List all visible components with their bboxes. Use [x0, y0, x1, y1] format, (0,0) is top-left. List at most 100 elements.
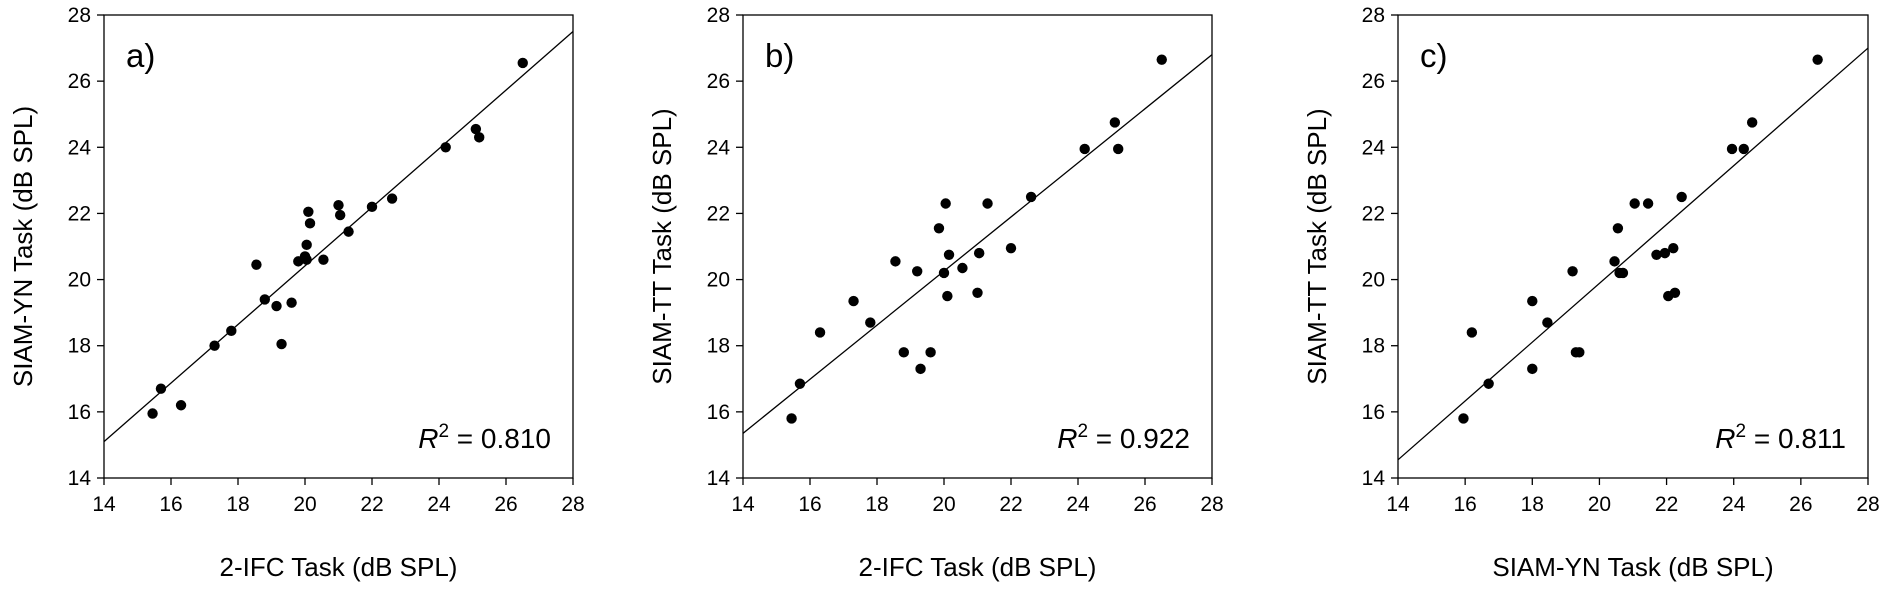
- plot-frame: [1397, 14, 1869, 479]
- x-tick-label: 14: [1386, 493, 1410, 516]
- y-tick-label: 28: [707, 4, 730, 27]
- data-point: [1079, 143, 1090, 155]
- data-point: [794, 378, 806, 389]
- x-tick-label: 14: [731, 493, 755, 516]
- data-point: [890, 256, 901, 267]
- x-tick-label: 22: [999, 493, 1022, 516]
- data-point: [175, 400, 187, 411]
- data-point: [912, 266, 923, 277]
- x-axis-title: 2-IFC Task (dB SPL): [859, 552, 1097, 582]
- data-point: [1651, 249, 1662, 260]
- data-point: [517, 57, 528, 69]
- data-point: [1676, 191, 1687, 203]
- data-point: [1483, 378, 1494, 389]
- panel-label: c): [1420, 37, 1448, 74]
- y-tick-label: 20: [707, 269, 730, 292]
- x-tick-label: 28: [1200, 493, 1223, 516]
- x-tick-label: 16: [1453, 493, 1476, 516]
- data-point: [251, 259, 262, 270]
- regression-line: [1398, 47, 1868, 461]
- x-tick-label: 16: [798, 493, 821, 516]
- data-point: [286, 297, 297, 308]
- y-tick-label: 24: [707, 136, 731, 159]
- data-point: [1458, 413, 1469, 424]
- data-point: [386, 193, 398, 204]
- data-point: [1025, 191, 1037, 203]
- x-tick-label: 20: [1588, 493, 1611, 516]
- data-point: [1812, 54, 1823, 65]
- data-point: [973, 247, 985, 259]
- data-point: [1659, 247, 1671, 259]
- x-tick-label: 28: [1856, 493, 1879, 516]
- data-point: [304, 218, 316, 229]
- data-point: [440, 142, 451, 153]
- data-point: [1617, 267, 1629, 279]
- data-point: [1109, 117, 1121, 128]
- y-tick-label: 16: [68, 401, 91, 424]
- x-tick-label: 26: [1133, 493, 1156, 516]
- data-point: [343, 226, 354, 237]
- data-point: [155, 383, 167, 394]
- data-point: [942, 290, 953, 302]
- data-point: [943, 249, 955, 260]
- data-point: [1542, 317, 1553, 328]
- y-tick-label: 26: [707, 70, 730, 93]
- x-tick-label: 26: [1789, 493, 1812, 516]
- regression-line: [104, 31, 573, 443]
- data-point: [865, 317, 876, 328]
- x-tick-label: 24: [427, 493, 451, 516]
- data-point: [226, 325, 237, 337]
- data-point: [898, 347, 909, 358]
- x-tick-label: 20: [932, 493, 955, 516]
- panel-label: b): [765, 37, 794, 74]
- data-point: [276, 338, 287, 350]
- data-point: [1629, 198, 1640, 209]
- x-tick-label: 20: [293, 493, 316, 516]
- y-tick-label: 16: [1362, 401, 1385, 424]
- data-point: [1156, 54, 1167, 65]
- y-tick-label: 20: [1362, 269, 1385, 292]
- data-point: [301, 239, 312, 251]
- scatter-panel-3: 14 16 18 20 22 24 26 28 14 16 18 20 22 24 26 28 SIAM-YN …: [1302, 4, 1880, 582]
- y-tick-label: 24: [68, 136, 92, 159]
- data-point: [333, 199, 344, 211]
- data-point: [301, 254, 312, 265]
- y-tick-label: 14: [707, 467, 731, 490]
- x-tick-label: 26: [494, 493, 517, 516]
- data-point: [1726, 143, 1738, 155]
- data-point: [1567, 266, 1578, 277]
- y-tick-label: 14: [68, 467, 92, 490]
- y-tick-label: 22: [1362, 202, 1385, 225]
- data-point: [814, 327, 826, 338]
- regression-line: [743, 54, 1212, 434]
- x-tick-label: 22: [360, 493, 383, 516]
- y-tick-label: 24: [1362, 136, 1386, 159]
- scatter-panel-2: 14 16 18 20 22 24 26 28 14 16 18 20 22 24 26 28 2-IFC Ta…: [647, 4, 1224, 582]
- plot-frame: [742, 14, 1213, 479]
- data-point: [366, 201, 378, 213]
- data-point: [1574, 347, 1585, 358]
- y-tick-label: 22: [68, 202, 91, 225]
- x-tick-label: 28: [561, 493, 584, 516]
- data-point: [1527, 363, 1538, 375]
- y-tick-label: 18: [707, 335, 730, 358]
- data-point: [318, 254, 329, 265]
- scatter-panel-1: 14 16 18 20 22 24 26 28 14 16 18 20 22 24 26 28 2-IFC Ta…: [8, 4, 585, 582]
- data-point: [334, 209, 346, 221]
- data-point: [303, 206, 314, 217]
- x-tick-label: 24: [1066, 493, 1090, 516]
- y-tick-label: 14: [1362, 467, 1386, 490]
- data-point: [1113, 143, 1124, 155]
- y-axis-title: SIAM-TT Task (dB SPL): [647, 108, 677, 384]
- x-axis-title: SIAM-YN Task (dB SPL): [1492, 552, 1773, 582]
- data-point: [259, 294, 270, 305]
- data-point: [209, 340, 220, 351]
- data-point: [957, 262, 968, 274]
- y-axis-title: SIAM-TT Task (dB SPL): [1302, 108, 1332, 384]
- y-tick-label: 18: [1362, 335, 1385, 358]
- x-tick-label: 16: [159, 493, 182, 516]
- x-tick-label: 24: [1722, 493, 1746, 516]
- panel-label: a): [126, 37, 155, 74]
- data-point: [1466, 327, 1478, 338]
